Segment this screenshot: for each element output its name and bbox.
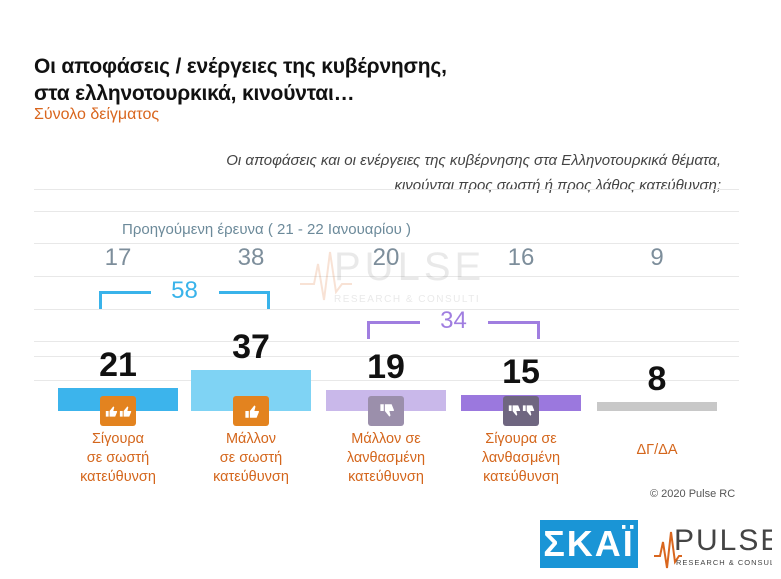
question-line-2: κινούνται προς σωστή ή προς λάθος κατεύθ… <box>394 177 721 194</box>
group-total-label: 34 <box>440 307 467 334</box>
bracket-left-vertical <box>99 291 102 309</box>
chart-subtitle: Σύνολο δείγματος <box>34 106 160 123</box>
gridline <box>34 380 739 381</box>
copyright: © 2020 Pulse RC <box>650 488 736 500</box>
category-label: Μάλλον σε λανθασμένη κατεύθυνση <box>316 430 456 487</box>
bracket-right-line <box>218 291 270 294</box>
value-label: 21 <box>99 345 137 384</box>
double-thumbs-up-icon <box>100 396 136 426</box>
category-label-line: Μάλλον σε <box>351 431 421 447</box>
group-total-label: 58 <box>171 277 198 304</box>
bracket-right-vertical <box>537 321 540 339</box>
category-label-line: κατεύθυνση <box>80 469 156 485</box>
previous-value: 20 <box>372 244 400 271</box>
category-label-line: σε σωστή <box>219 450 283 466</box>
gridline <box>34 309 739 310</box>
survey-question: Οι αποφάσεις και οι ενέργειες της κυβέρν… <box>121 148 721 198</box>
category-label-line: Σίγουρα σε <box>485 431 557 447</box>
category-label: Σίγουρα σε σωστή κατεύθυνση <box>48 430 188 487</box>
category-label-line: σε σωστή <box>86 450 150 466</box>
category-label-line: κατεύθυνση <box>213 469 289 485</box>
category-label: ΔΓ/ΔΑ <box>587 441 727 460</box>
category-label-line: λανθασμένη <box>346 450 426 466</box>
bracket-right-line <box>487 321 540 324</box>
category-label: Μάλλον σε σωστή κατεύθυνση <box>181 430 321 487</box>
gridline <box>34 189 739 190</box>
previous-survey-label: Προηγούμενη έρευνα ( 21 - 22 Ιανουαρίου … <box>122 221 412 238</box>
bracket-left-line <box>99 291 151 294</box>
previous-value: 16 <box>507 244 535 271</box>
gridline <box>34 356 739 357</box>
category-label-line: κατεύθυνση <box>483 469 559 485</box>
value-label: 15 <box>502 352 540 391</box>
svg-text:RESEARCH & CONSULTING: RESEARCH & CONSULTING <box>334 294 480 305</box>
value-label: 8 <box>647 360 667 399</box>
category-label-line: κατεύθυνση <box>348 469 424 485</box>
skai-logo: ΣΚΑΪ <box>540 520 638 568</box>
category-label-line: λανθασμένη <box>481 450 561 466</box>
pulse-logo: PULSE RESEARCH & CONSULTING <box>652 518 781 572</box>
previous-value: 9 <box>650 244 664 271</box>
category-label-line: Μάλλον <box>225 431 277 447</box>
thumbs-down-icon <box>368 396 404 426</box>
category-label-line: Σίγουρα <box>91 431 145 447</box>
chart-title: Οι αποφάσεις / ενέργειες της κυβέρνησης,… <box>34 53 447 107</box>
previous-value: 38 <box>237 244 265 271</box>
gridline <box>34 276 739 277</box>
pulse-watermark: PULSE RESEARCH & CONSULTING <box>300 244 497 313</box>
gridline <box>34 211 739 212</box>
bracket-left-vertical <box>367 321 370 339</box>
gridline <box>34 243 739 244</box>
question-line-1: Οι αποφάσεις και οι ενέργειες της κυβέρν… <box>226 152 721 169</box>
bracket-right-vertical <box>267 291 270 309</box>
title-line-1: Οι αποφάσεις / ενέργειες της κυβέρνησης, <box>34 55 447 78</box>
double-thumbs-down-icon <box>503 396 539 426</box>
title-line-2: στα ελληνοτουρκικά, κινούνται… <box>34 82 355 105</box>
bar-4 <box>597 402 717 411</box>
pulse-logo-subtext: RESEARCH & CONSULTING <box>676 558 772 567</box>
category-label-line: ΔΓ/ΔΑ <box>636 442 678 458</box>
svg-text:PULSE: PULSE <box>334 245 480 289</box>
value-label: 37 <box>232 328 270 367</box>
thumbs-up-icon <box>233 396 269 426</box>
pulse-logo-text: PULSE <box>674 524 772 557</box>
previous-value: 17 <box>104 244 132 271</box>
bracket-left-line <box>367 321 420 324</box>
category-label: Σίγουρα σε λανθασμένη κατεύθυνση <box>451 430 591 487</box>
value-label: 19 <box>367 348 405 387</box>
gridline <box>34 341 739 342</box>
